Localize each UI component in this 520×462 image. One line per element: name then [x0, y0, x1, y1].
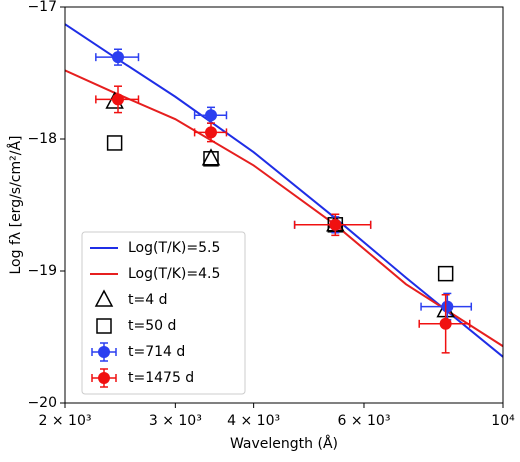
circle-marker: [439, 317, 452, 330]
circle-marker: [98, 372, 110, 384]
legend-label: t=50 d: [128, 318, 176, 334]
legend-label: t=4 d: [128, 292, 167, 308]
triangle-marker: [94, 289, 114, 307]
x-tick-label: 4 × 10³: [227, 413, 280, 429]
triangle-marker: [201, 148, 221, 166]
x-tick-label: 6 × 10³: [337, 413, 390, 429]
circle-marker: [329, 218, 342, 231]
legend-label: t=714 d: [128, 344, 185, 360]
circle-marker: [205, 126, 218, 139]
y-tick-label: −20: [27, 395, 57, 411]
square-marker: [437, 265, 454, 282]
plot-frame: [64, 6, 504, 404]
square-marker: [106, 135, 123, 151]
x-axis-label: Wavelength (Å): [230, 435, 338, 452]
legend-label: Log(T/K)=5.5: [128, 240, 220, 256]
circle-marker: [98, 346, 110, 358]
x-tick-label: 3 × 10³: [149, 413, 202, 429]
legend-label: t=1475 d: [128, 370, 194, 386]
square-marker: [203, 151, 219, 167]
circle-marker: [111, 51, 124, 64]
legend-label: Log(T/K)=4.5: [128, 266, 220, 282]
circle-marker: [111, 93, 124, 106]
circle-marker: [441, 300, 454, 313]
circle-marker: [205, 109, 218, 122]
y-axis-label: Log fλ [erg/s/cm²/Å]: [7, 135, 24, 274]
square-marker: [96, 318, 112, 334]
x-tick-label: 2 × 10³: [39, 413, 92, 429]
x-tick-label: 10⁴: [491, 413, 515, 429]
y-tick-label: −19: [27, 263, 57, 279]
y-tick-label: −17: [27, 0, 57, 15]
y-tick-label: −18: [27, 131, 57, 147]
legend-box: [81, 231, 246, 395]
